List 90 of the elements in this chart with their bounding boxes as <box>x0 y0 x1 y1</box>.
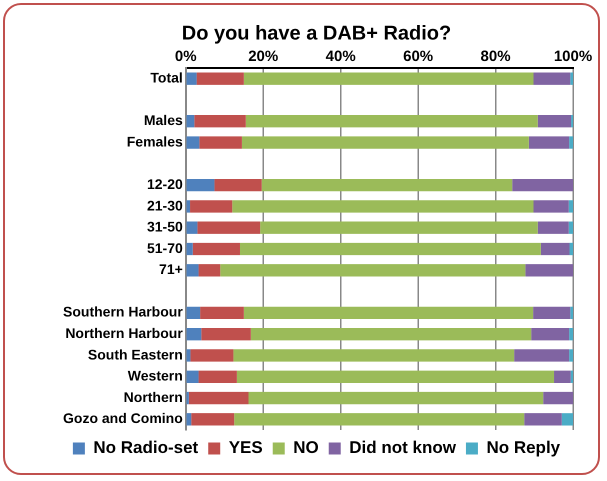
bar <box>186 370 199 383</box>
bar <box>190 200 232 213</box>
bar <box>554 370 571 383</box>
y-tick-label: 31-50 <box>146 218 183 235</box>
y-tick-label: Gozo and Comino <box>63 410 183 426</box>
x-tick-label: 100% <box>554 48 592 66</box>
bar <box>188 392 249 404</box>
bar <box>198 264 220 276</box>
bar <box>538 115 572 128</box>
bar <box>534 72 570 85</box>
bar <box>197 222 260 234</box>
bar <box>198 370 237 383</box>
bar <box>569 349 573 362</box>
bar <box>262 178 512 192</box>
y-tick-label: Northern <box>124 388 183 405</box>
bar <box>200 306 244 320</box>
bar <box>244 72 534 85</box>
bar <box>512 178 573 192</box>
bar <box>248 392 544 404</box>
bar <box>191 413 234 426</box>
bar <box>569 328 573 340</box>
bar <box>186 200 190 213</box>
bar <box>538 222 569 234</box>
legend-label: No Reply <box>486 438 561 458</box>
bar <box>240 242 541 256</box>
legend-label: YES <box>228 438 263 458</box>
bar <box>514 349 570 362</box>
bar <box>186 136 200 149</box>
bar <box>220 264 526 276</box>
x-tick-label: 0% <box>174 48 197 66</box>
bar <box>534 200 569 213</box>
x-tick-label: 80% <box>480 48 511 66</box>
bar <box>186 115 194 128</box>
bar <box>569 136 573 149</box>
y-tick-label: Males <box>144 112 183 128</box>
bar <box>190 349 234 362</box>
bar <box>196 72 244 85</box>
y-tick-label: South Eastern <box>88 346 183 362</box>
bar <box>186 413 192 426</box>
bar <box>570 242 573 256</box>
bar <box>246 115 538 128</box>
bar <box>233 349 514 362</box>
bar <box>186 72 197 85</box>
bar <box>528 136 570 149</box>
y-tick-label: 12-20 <box>146 176 183 192</box>
bar <box>260 222 538 234</box>
bar <box>186 178 214 192</box>
legend-label: NO <box>293 438 319 458</box>
y-tick-label: Southern Harbour <box>63 304 184 320</box>
bar <box>186 328 202 340</box>
bar <box>194 115 246 128</box>
y-tick-label: Northern Harbour <box>65 325 184 342</box>
bar <box>192 242 240 256</box>
bar <box>570 306 573 320</box>
bar <box>524 413 562 426</box>
bar <box>525 264 573 276</box>
bar <box>568 200 573 213</box>
bar <box>234 413 524 426</box>
bar <box>232 200 534 213</box>
x-tick-label: 40% <box>326 48 356 66</box>
bar <box>186 222 198 234</box>
y-tick-label: 51-70 <box>146 240 183 256</box>
bar <box>250 328 532 340</box>
bar <box>562 413 573 426</box>
x-tick-label: 20% <box>248 48 278 66</box>
bar <box>242 136 529 149</box>
bar <box>186 306 200 320</box>
bar <box>531 328 570 340</box>
bar <box>214 178 262 192</box>
chart-title: Do you have a DAB+ Radio? <box>182 22 452 45</box>
x-tick-label: 60% <box>403 48 434 66</box>
y-tick-label: Total <box>150 70 183 86</box>
legend-label: Did not know <box>349 438 457 458</box>
bar <box>533 306 570 320</box>
bar <box>199 136 242 149</box>
bar <box>236 370 554 383</box>
bar <box>543 392 573 404</box>
y-tick-label: Western <box>128 368 183 384</box>
bar <box>186 264 199 276</box>
bar <box>568 222 573 234</box>
bar <box>186 349 190 362</box>
bar <box>570 72 573 85</box>
y-tick-label: 21-30 <box>146 197 183 214</box>
bar <box>244 306 534 320</box>
y-tick-label: Females <box>126 133 183 150</box>
legend-label: No Radio-set <box>93 438 199 458</box>
bar <box>201 328 251 340</box>
bar <box>540 242 570 256</box>
bar <box>186 242 193 256</box>
y-tick-label: 71+ <box>159 261 183 278</box>
